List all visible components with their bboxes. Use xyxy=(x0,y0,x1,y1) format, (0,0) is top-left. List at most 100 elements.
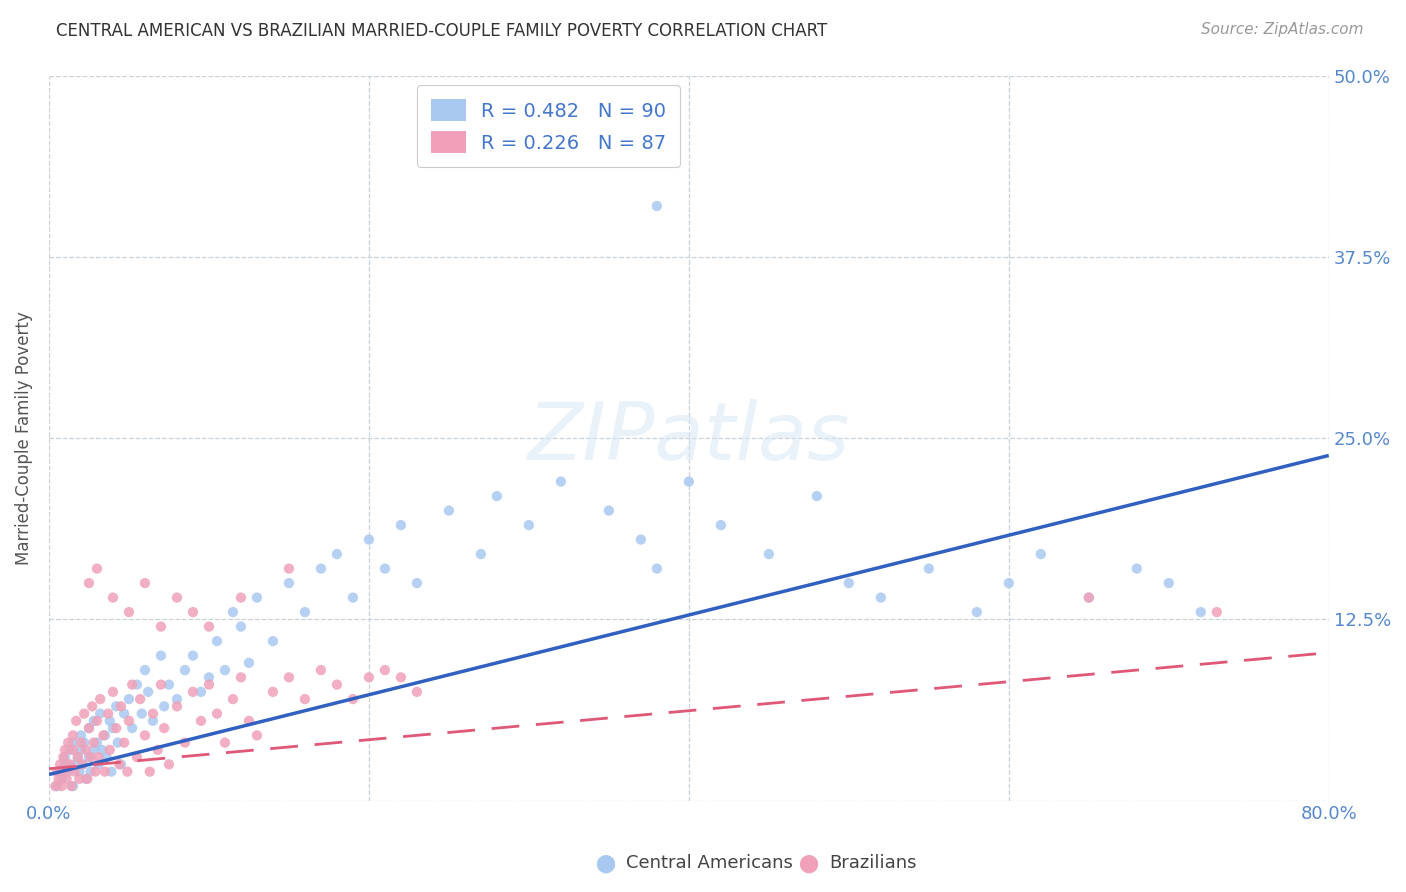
Point xyxy=(94,728,117,742)
Point xyxy=(157,677,180,691)
Point xyxy=(75,743,97,757)
Point xyxy=(56,764,79,779)
Point xyxy=(94,764,117,779)
Point xyxy=(83,743,105,757)
Text: ⬤: ⬤ xyxy=(595,855,614,872)
Point xyxy=(110,757,132,772)
Point xyxy=(100,764,122,779)
Point xyxy=(149,677,172,691)
Point xyxy=(118,605,141,619)
Point xyxy=(406,576,429,591)
Point xyxy=(70,743,93,757)
Point xyxy=(470,547,492,561)
Point xyxy=(87,757,110,772)
Point xyxy=(86,736,108,750)
Point xyxy=(238,656,260,670)
Point xyxy=(166,591,188,605)
Point xyxy=(77,576,100,591)
Legend: R = 0.482   N = 90, R = 0.226   N = 87: R = 0.482 N = 90, R = 0.226 N = 87 xyxy=(418,86,681,167)
Point xyxy=(406,685,429,699)
Point xyxy=(59,743,82,757)
Point xyxy=(262,685,284,699)
Point xyxy=(342,591,364,605)
Point xyxy=(86,714,108,728)
Point xyxy=(998,576,1021,591)
Point xyxy=(98,743,121,757)
Point xyxy=(129,692,152,706)
Point xyxy=(121,721,143,735)
Point xyxy=(190,714,212,728)
Point xyxy=(517,518,540,533)
Point xyxy=(139,764,162,779)
Point xyxy=(157,757,180,772)
Point xyxy=(278,670,301,684)
Point xyxy=(966,605,988,619)
Point xyxy=(79,764,101,779)
Point xyxy=(550,475,572,489)
Point xyxy=(181,648,204,663)
Point xyxy=(60,779,83,793)
Point xyxy=(75,772,97,786)
Point xyxy=(62,728,84,742)
Point xyxy=(131,706,153,721)
Point xyxy=(357,533,380,547)
Point xyxy=(77,721,100,735)
Point xyxy=(90,743,112,757)
Point xyxy=(105,721,128,735)
Point xyxy=(62,743,84,757)
Point xyxy=(49,757,72,772)
Point xyxy=(53,750,76,764)
Point xyxy=(294,605,316,619)
Point xyxy=(125,677,148,691)
Point xyxy=(112,706,135,721)
Point xyxy=(53,743,76,757)
Point xyxy=(198,670,221,684)
Point xyxy=(198,677,221,691)
Point xyxy=(46,764,69,779)
Point xyxy=(214,736,236,750)
Point xyxy=(117,764,139,779)
Point xyxy=(142,714,165,728)
Point xyxy=(598,503,620,517)
Point xyxy=(485,141,508,155)
Point xyxy=(1077,591,1099,605)
Point xyxy=(51,779,73,793)
Point xyxy=(72,757,94,772)
Point xyxy=(294,692,316,706)
Point xyxy=(1205,605,1227,619)
Point xyxy=(869,591,891,605)
Point xyxy=(66,750,89,764)
Point xyxy=(125,750,148,764)
Point xyxy=(146,743,169,757)
Point xyxy=(53,764,76,779)
Point xyxy=(86,561,108,575)
Point xyxy=(121,677,143,691)
Point xyxy=(1157,576,1180,591)
Point xyxy=(112,736,135,750)
Point xyxy=(134,728,156,742)
Point xyxy=(181,685,204,699)
Point xyxy=(105,699,128,714)
Point xyxy=(62,736,84,750)
Point xyxy=(174,663,197,677)
Point xyxy=(205,634,228,648)
Point xyxy=(63,757,86,772)
Point xyxy=(238,714,260,728)
Point xyxy=(118,692,141,706)
Point xyxy=(153,699,176,714)
Point xyxy=(101,685,124,699)
Point xyxy=(70,728,93,742)
Point xyxy=(198,619,221,633)
Point xyxy=(166,692,188,706)
Point xyxy=(630,533,652,547)
Point xyxy=(65,714,87,728)
Point xyxy=(110,699,132,714)
Point xyxy=(62,779,84,793)
Point xyxy=(758,547,780,561)
Point xyxy=(53,757,76,772)
Point xyxy=(229,670,252,684)
Point xyxy=(326,677,349,691)
Text: CENTRAL AMERICAN VS BRAZILIAN MARRIED-COUPLE FAMILY POVERTY CORRELATION CHART: CENTRAL AMERICAN VS BRAZILIAN MARRIED-CO… xyxy=(56,22,828,40)
Point xyxy=(374,663,396,677)
Point xyxy=(222,605,245,619)
